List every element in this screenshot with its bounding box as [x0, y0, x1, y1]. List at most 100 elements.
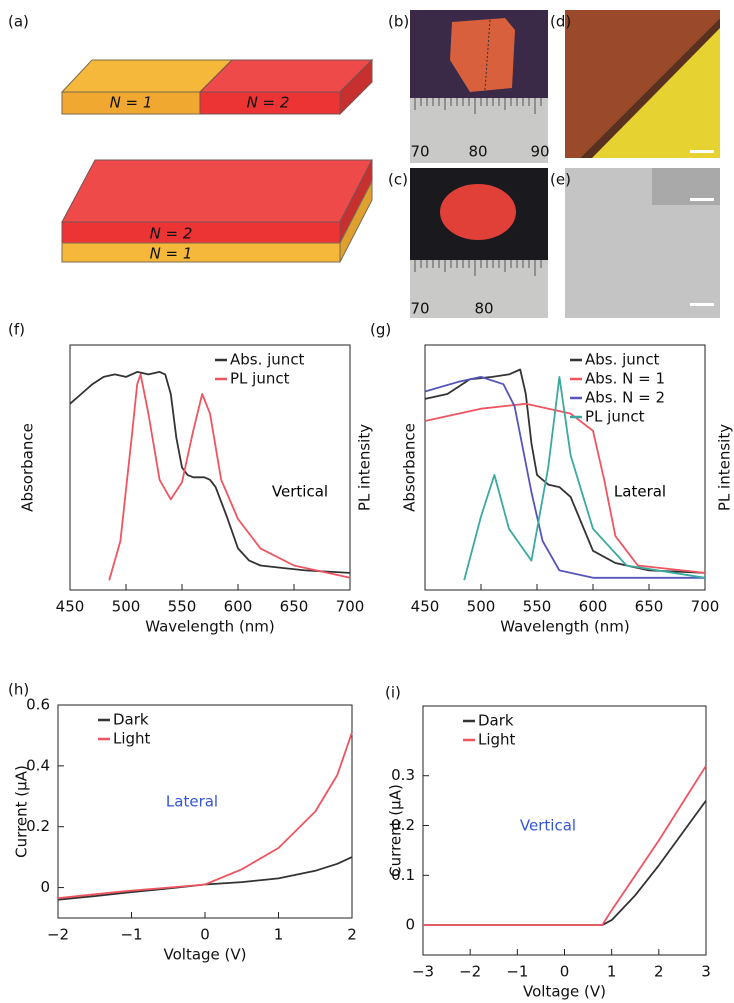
y-tick-label: 0 — [405, 916, 415, 934]
diagram-label: N = 2 — [247, 94, 290, 112]
panel-label: (i) — [385, 684, 401, 702]
y-tick-label: 0 — [40, 878, 50, 896]
x-tick-label: 1 — [274, 926, 284, 944]
x-tick-label: 550 — [523, 598, 552, 616]
crystal — [440, 184, 516, 240]
annotation: Lateral — [614, 483, 666, 501]
ruler-ticks — [414, 98, 542, 114]
x-tick-label: 550 — [168, 598, 197, 616]
ruler-label: 90 — [530, 143, 549, 161]
diagram-label: N = 1 — [110, 94, 153, 112]
series-line — [423, 765, 707, 926]
x-tick-label: 650 — [635, 598, 664, 616]
x-tick-label: 2 — [654, 963, 664, 981]
legend-label: Abs. junct — [230, 351, 305, 369]
y-axis-label: Absorbance — [401, 423, 419, 512]
x-tick-label: 0 — [200, 926, 210, 944]
legend-label: PL junct — [230, 370, 290, 388]
x-axis-label: Voltage (V) — [523, 983, 606, 1001]
x-tick-label: 650 — [280, 598, 309, 616]
region-n2 — [565, 10, 720, 158]
x-tick-label: 700 — [691, 598, 720, 616]
slab-side — [339, 58, 373, 116]
x-tick-label: 600 — [224, 598, 253, 616]
legend-label: Abs. N = 1 — [585, 370, 665, 388]
scale-bar — [690, 150, 714, 153]
x-tick-label: −2 — [459, 963, 481, 981]
y-tick-label: 0.2 — [391, 816, 415, 834]
x-tick-label: 3 — [701, 963, 711, 981]
x-tick-label: 600 — [579, 598, 608, 616]
x-tick-label: 0 — [560, 963, 570, 981]
x-tick-label: 450 — [411, 598, 440, 616]
ruler-label: 70 — [410, 300, 429, 318]
x-tick-label: 450 — [56, 598, 85, 616]
ruler-label: 80 — [468, 143, 487, 161]
plot-frame — [57, 704, 353, 919]
legend-label: Abs. junct — [585, 351, 660, 369]
stack-side-n1 — [339, 180, 373, 263]
ruler — [410, 98, 548, 163]
crystal — [450, 18, 515, 92]
ruler-ticks — [414, 260, 542, 276]
y-tick-label: 0.6 — [26, 696, 50, 714]
series-line — [424, 402, 706, 574]
y-axis-label: Current (μA) — [387, 784, 405, 877]
y-axis-label: Absorbance — [19, 423, 37, 512]
y-tick-label: 0.4 — [26, 756, 50, 774]
series-line — [69, 371, 351, 574]
annotation: Lateral — [166, 793, 218, 811]
panel-label: (d) — [550, 13, 571, 31]
plot-frame — [69, 344, 351, 591]
series-line — [57, 732, 353, 900]
legend-label: PL junct — [585, 408, 645, 426]
panel-label: (e) — [550, 171, 571, 189]
y-tick-label: 0.3 — [391, 766, 415, 784]
x-tick-label: −2 — [47, 926, 69, 944]
photo-d — [565, 10, 720, 158]
panel-label: (a) — [8, 13, 29, 31]
legend-label: Abs. N = 2 — [585, 389, 665, 407]
x-tick-label: 1 — [607, 963, 617, 981]
ruler-label: 70 — [410, 143, 429, 161]
x-tick-label: 700 — [336, 598, 365, 616]
y2-axis-label: PL intensity — [356, 424, 374, 511]
y2-axis-label: PL intensity — [716, 424, 734, 511]
stack-front-n1 — [61, 242, 341, 263]
scale-bar — [690, 303, 714, 306]
series-line — [57, 856, 353, 901]
ruler — [410, 260, 548, 318]
legend-label: Light — [478, 731, 516, 749]
stack-top — [61, 159, 373, 223]
boundary — [580, 18, 720, 158]
x-tick-label: −3 — [412, 963, 434, 981]
diagram-label: N = 2 — [150, 225, 193, 243]
plot-frame — [424, 344, 706, 591]
x-axis-label: Wavelength (nm) — [500, 618, 630, 636]
y-tick-label: 0.1 — [391, 866, 415, 884]
panel-label: (f) — [8, 321, 25, 339]
series-line — [463, 376, 706, 581]
legend-label: Dark — [478, 712, 514, 730]
stack-front-n2 — [61, 221, 341, 244]
annotation: Vertical — [272, 483, 328, 501]
panel-label: (h) — [8, 681, 29, 699]
photo-e — [565, 168, 720, 318]
photo-c: 70 80 — [410, 168, 548, 318]
legend-label: Dark — [113, 711, 149, 729]
annotation: Vertical — [520, 817, 576, 835]
x-axis-label: Voltage (V) — [164, 946, 247, 964]
x-tick-label: 500 — [112, 598, 141, 616]
junction-diagram: N = 1 N = 2 N = 2 N = 1 — [60, 58, 374, 263]
ruler-label: 80 — [474, 300, 493, 318]
series-line — [108, 373, 351, 581]
legend-label: Light — [113, 730, 151, 748]
panel-label: (c) — [388, 171, 408, 189]
x-tick-label: 500 — [467, 598, 496, 616]
y-tick-label: 0.2 — [26, 817, 50, 835]
panel-label: (b) — [388, 13, 409, 31]
x-tick-label: −1 — [506, 963, 528, 981]
diagram-label: N = 1 — [150, 245, 193, 263]
x-axis-label: Wavelength (nm) — [145, 618, 275, 636]
